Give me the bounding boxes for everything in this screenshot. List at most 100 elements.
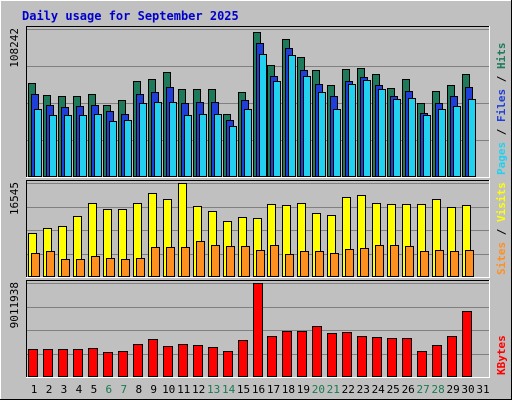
bar-kbytes-day-24 (372, 337, 382, 377)
panel-kbytes: 9011938 KBytes (8, 280, 508, 378)
x-day-label: 30 (461, 383, 474, 396)
bar-sites-day-15 (241, 246, 250, 277)
bar-kbytes-day-25 (387, 338, 397, 377)
x-day-label: 7 (120, 383, 127, 396)
bar-kbytes-day-18 (282, 331, 292, 377)
x-day-label: 25 (387, 383, 400, 396)
panel-visits: 16545 Sites / Visits (8, 180, 508, 278)
bar-sites-day-13 (211, 245, 220, 277)
bar-sites-day-12 (196, 241, 205, 277)
bar-sites-day-30 (465, 250, 474, 277)
x-day-label: 10 (162, 383, 175, 396)
bar-pages-day-30 (468, 99, 476, 177)
bar-kbytes-day-3 (58, 349, 68, 377)
bar-kbytes-day-29 (447, 336, 457, 377)
bar-kbytes-day-30 (462, 311, 472, 377)
series-pages (34, 54, 476, 177)
chart-title: Daily usage for September 2025 (22, 9, 239, 23)
side-legend: Pages / Files / Hits (495, 43, 508, 176)
bar-sites-day-6 (106, 258, 115, 277)
bar-kbytes-day-28 (432, 345, 442, 377)
bar-sites-day-4 (76, 259, 85, 277)
x-day-label: 12 (192, 383, 205, 396)
bar-sites-day-5 (91, 256, 100, 277)
bar-sites-day-26 (405, 246, 414, 277)
bar-kbytes-day-20 (312, 326, 322, 377)
bar-sites-day-29 (450, 251, 459, 277)
bar-pages-day-12 (199, 114, 207, 177)
bar-kbytes-day-27 (417, 351, 427, 377)
bar-kbytes-day-15 (238, 340, 248, 377)
bar-kbytes-day-6 (103, 352, 113, 377)
x-day-label: 5 (91, 383, 98, 396)
side-legend-part: Visits (495, 182, 508, 222)
x-axis-day-labels: 1 2 3 4 5 6 7 8 9 10 11 12 13 14 15 16 17 18 19 20 21 22 23 24 2… (31, 383, 490, 396)
bar-sites-day-19 (300, 251, 309, 277)
bar-kbytes-day-4 (73, 349, 83, 377)
bar-kbytes-day-11 (178, 344, 188, 377)
side-legend-part: / (495, 69, 508, 89)
side-legend-part: KBytes (495, 335, 508, 375)
bar-sites-day-3 (61, 259, 70, 277)
x-day-label: 15 (237, 383, 250, 396)
bar-pages-day-19 (303, 76, 311, 177)
x-day-label: 20 (312, 383, 325, 396)
y-max-label: 108242 (8, 28, 21, 68)
bar-kbytes-day-17 (267, 336, 277, 377)
bar-pages-day-16 (259, 54, 267, 177)
bar-pages-day-11 (184, 115, 192, 177)
x-day-label: 28 (431, 383, 444, 396)
bar-pages-day-25 (393, 99, 401, 177)
bar-pages-day-23 (363, 80, 371, 177)
bar-pages-day-14 (229, 126, 237, 177)
bar-kbytes-day-21 (327, 333, 337, 377)
bar-sites-day-22 (345, 249, 354, 277)
bar-pages-day-17 (273, 81, 281, 177)
bar-pages-day-8 (139, 103, 147, 177)
x-day-label: 8 (135, 383, 142, 396)
bar-sites-day-2 (46, 251, 55, 277)
bar-pages-day-22 (348, 84, 356, 177)
bar-sites-day-8 (136, 258, 145, 277)
bar-pages-day-5 (94, 114, 102, 177)
bar-sites-day-23 (360, 248, 369, 277)
side-legend-part: Pages (495, 142, 508, 175)
bar-kbytes-day-7 (118, 351, 128, 377)
x-day-label: 4 (76, 383, 83, 396)
x-day-label: 9 (150, 383, 157, 396)
x-day-label: 18 (282, 383, 295, 396)
x-day-label: 26 (402, 383, 415, 396)
bar-sites-day-14 (226, 246, 235, 277)
bar-pages-day-10 (169, 102, 177, 177)
bar-pages-day-7 (124, 120, 132, 177)
x-day-label: 17 (267, 383, 280, 396)
bar-sites-day-18 (285, 254, 294, 277)
x-day-label: 27 (416, 383, 429, 396)
series-kbytes (28, 283, 472, 377)
bar-pages-day-29 (453, 106, 461, 177)
bar-pages-day-27 (423, 115, 431, 177)
bar-kbytes-day-8 (133, 344, 143, 377)
bar-kbytes-day-12 (193, 345, 203, 377)
y-max-label: 9011938 (8, 282, 21, 328)
bar-pages-day-20 (318, 92, 326, 177)
bar-kbytes-day-22 (342, 332, 352, 377)
panel-hits: 108242 Pages / Files / Hits (8, 26, 508, 178)
bar-kbytes-day-26 (402, 338, 412, 377)
bar-pages-day-2 (49, 115, 57, 177)
side-legend-part: Hits (495, 43, 508, 70)
bar-pages-day-21 (333, 109, 341, 177)
bar-pages-day-28 (438, 109, 446, 177)
side-legend-part: Files (495, 89, 508, 122)
bar-sites-day-27 (420, 251, 429, 277)
side-legend-part: / (495, 222, 508, 242)
x-day-label: 3 (61, 383, 68, 396)
x-day-label: 1 (31, 383, 38, 396)
bar-kbytes-day-14 (223, 351, 233, 377)
bar-sites-day-9 (151, 247, 160, 277)
x-day-label: 21 (327, 383, 340, 396)
side-legend-part: Sites (495, 242, 508, 275)
side-legend: Sites / Visits (495, 182, 508, 275)
bar-pages-day-13 (214, 114, 222, 177)
